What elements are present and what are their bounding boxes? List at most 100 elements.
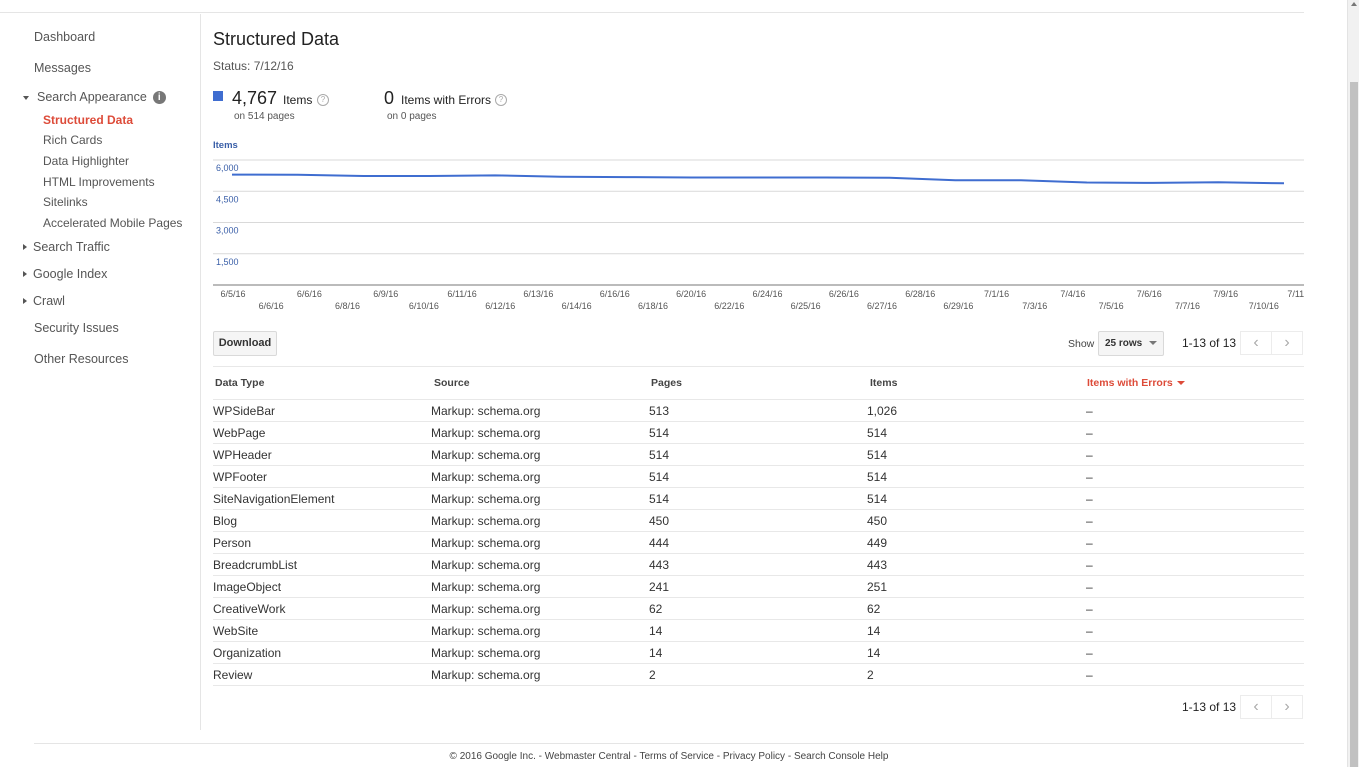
items-line-chart[interactable]: Items 6,000 4,500 3,000 1,500 6/5/16 6/6/16 6/9… [213, 138, 1304, 313]
cell-source: Markup: schema.org [431, 668, 541, 682]
cell-items: 14 [867, 624, 881, 638]
items-subtext: on 514 pages [234, 111, 295, 122]
chart-x-tick-label: 6/27/16 [867, 301, 897, 311]
cell-data-type: SiteNavigationElement [213, 492, 335, 506]
cell-items-with-errors: – [1086, 492, 1093, 506]
sidebar-item-messages[interactable]: Messages [34, 61, 91, 75]
cell-items: 514 [867, 448, 888, 462]
table-row[interactable]: WPSideBar Markup: schema.org 513 1,026 – [213, 400, 1304, 422]
table-row[interactable]: Review Markup: schema.org 2 2 – [213, 664, 1304, 686]
table-row[interactable]: WPHeader Markup: schema.org 514 514 – [213, 444, 1304, 466]
col-header-source[interactable]: Source [434, 377, 470, 389]
cell-items: 14 [867, 646, 881, 660]
cell-pages: 514 [649, 448, 670, 462]
table-row[interactable]: WebSite Markup: schema.org 14 14 – [213, 620, 1304, 642]
chart-x-tick-label: 6/14/16 [562, 301, 592, 311]
info-icon[interactable]: i [152, 91, 166, 105]
chart-x-tick-label: 6/26/16 [829, 289, 859, 299]
footer-separator: - [535, 751, 545, 762]
table-row[interactable]: CreativeWork Markup: schema.org 62 62 – [213, 598, 1304, 620]
table-row[interactable]: ImageObject Markup: schema.org 241 251 – [213, 576, 1304, 598]
prev-page-button[interactable]: ‹ [1240, 331, 1272, 355]
footer-separator: - [630, 751, 640, 762]
sort-desc-icon [1176, 381, 1185, 386]
chart-x-tick-label: 7/6/16 [1137, 289, 1162, 299]
footer-divider [34, 743, 1304, 744]
chart-x-tick-label: 6/12/16 [485, 301, 515, 311]
table-row[interactable]: BreadcrumbList Markup: schema.org 443 443 – [213, 554, 1304, 576]
cell-pages: 450 [649, 514, 670, 528]
sidebar-item-data-highlighter[interactable]: Data Highlighter [43, 154, 130, 168]
chart-x-tick-label: 7/9/16 [1213, 289, 1238, 299]
footer-copyright: © 2016 Google Inc. [449, 751, 536, 762]
footer-link-webmaster-central[interactable]: Webmaster Central [544, 751, 631, 762]
next-page-button-bottom[interactable]: › [1271, 695, 1303, 719]
col-header-data-type[interactable]: Data Type [215, 377, 265, 389]
page-scrollbar[interactable] [1347, 0, 1359, 767]
rows-per-page-value: 25 rows [1104, 338, 1143, 349]
sidebar-item-rich-cards[interactable]: Rich Cards [43, 133, 103, 147]
chart-x-tick-label: 7/11/16 [1287, 289, 1304, 299]
chart-x-tick-label: 6/9/16 [373, 289, 398, 299]
next-page-button[interactable]: › [1271, 331, 1303, 355]
chart-series-label: Items [213, 140, 238, 151]
sidebar-item-google-index[interactable]: Google Index [23, 267, 107, 281]
pager-range-top: 1-13 of 13 [1182, 336, 1237, 350]
table-row[interactable]: WPFooter Markup: schema.org 514 514 – [213, 466, 1304, 488]
chart-series-line[interactable] [231, 173, 1285, 185]
prev-page-button-bottom[interactable]: ‹ [1240, 695, 1272, 719]
sidebar-item-dashboard[interactable]: Dashboard [34, 30, 96, 44]
cell-items: 514 [867, 470, 888, 484]
table-row[interactable]: Organization Markup: schema.org 14 14 – [213, 642, 1304, 664]
sidebar-item-search-appearance[interactable]: Search Appearance i [23, 90, 166, 105]
table-row[interactable]: WebPage Markup: schema.org 514 514 – [213, 422, 1304, 444]
scrollbar-thumb[interactable] [1350, 82, 1358, 767]
cell-data-type: WebPage [213, 426, 266, 440]
sidebar-item-structured-data[interactable]: Structured Data [43, 113, 134, 127]
errors-count: 0 [384, 88, 395, 108]
chart-x-tick-label: 6/8/16 [335, 301, 360, 311]
table-row[interactable]: Person Markup: schema.org 444 449 – [213, 532, 1304, 554]
scroll-up-arrow-icon[interactable] [1351, 2, 1357, 6]
rows-per-page-select[interactable]: 25 rows [1098, 331, 1164, 356]
items-series-swatch[interactable] [213, 91, 223, 101]
table-row[interactable]: SiteNavigationElement Markup: schema.org 5… [213, 488, 1304, 510]
chart-x-tick-label: 6/29/16 [943, 301, 973, 311]
sidebar-item-accelerated-mobile-pages[interactable]: Accelerated Mobile Pages [43, 216, 183, 230]
cell-data-type: ImageObject [213, 580, 282, 594]
collapsed-triangle-icon [23, 297, 27, 304]
sidebar-item-other-resources[interactable]: Other Resources [34, 352, 129, 366]
col-header-items[interactable]: Items [870, 377, 898, 389]
expanded-triangle-icon [23, 95, 29, 100]
cell-items: 1,026 [867, 404, 898, 418]
sidebar-item-sitelinks[interactable]: Sitelinks [43, 195, 88, 209]
cell-items-with-errors: – [1086, 536, 1093, 550]
cell-items: 251 [867, 580, 888, 594]
chart-x-tick-label: 6/5/16 [220, 289, 245, 299]
col-header-items-with-errors[interactable]: Items with Errors [1087, 377, 1185, 389]
cell-pages: 14 [649, 624, 663, 638]
help-icon[interactable]: ? [495, 94, 507, 106]
footer: © 2016 Google Inc. - Webmaster Central -… [0, 751, 1338, 762]
cell-source: Markup: schema.org [431, 426, 541, 440]
top-divider [0, 12, 1304, 13]
footer-link-help[interactable]: Search Console Help [793, 751, 889, 762]
sidebar-item-security-issues[interactable]: Security Issues [34, 321, 119, 335]
cell-pages: 62 [649, 602, 663, 616]
cell-pages: 513 [649, 404, 670, 418]
table-row[interactable]: Blog Markup: schema.org 450 450 – [213, 510, 1304, 532]
cell-pages: 241 [649, 580, 670, 594]
sidebar-item-crawl[interactable]: Crawl [23, 294, 65, 308]
help-icon[interactable]: ? [317, 94, 329, 106]
col-header-pages[interactable]: Pages [651, 377, 682, 389]
download-button[interactable]: Download [213, 331, 277, 356]
sidebar-item-html-improvements[interactable]: HTML Improvements [43, 175, 155, 189]
sidebar-item-search-traffic[interactable]: Search Traffic [23, 240, 110, 254]
footer-link-terms[interactable]: Terms of Service [639, 751, 714, 762]
cell-items: 514 [867, 426, 888, 440]
cell-pages: 14 [649, 646, 663, 660]
footer-link-privacy[interactable]: Privacy Policy [722, 751, 786, 762]
cell-items-with-errors: – [1086, 646, 1093, 660]
cell-items-with-errors: – [1086, 580, 1093, 594]
cell-items-with-errors: – [1086, 448, 1093, 462]
